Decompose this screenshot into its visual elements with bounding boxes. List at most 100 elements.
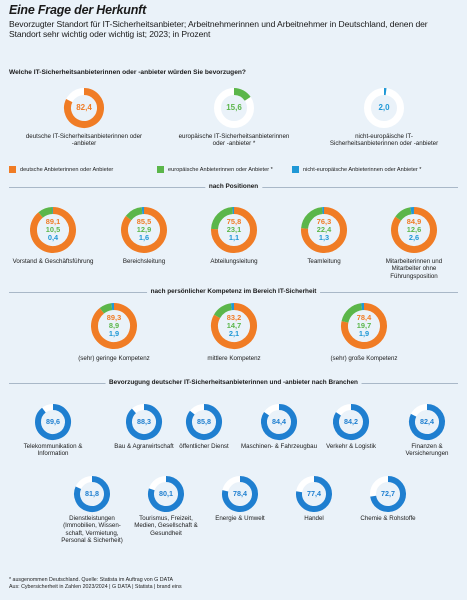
- donut-values: 82,4: [409, 404, 445, 440]
- donut-position-3: 76,3 22,4 1,3: [301, 207, 347, 253]
- donut-competence-0: 89,3 8,9 1,9: [91, 303, 137, 349]
- donut-values: 78,4: [222, 476, 258, 512]
- category-label: Tourismus, Freizeit, Medien, Gesellschaf…: [134, 515, 198, 537]
- data-label-european: 23,1: [226, 224, 242, 234]
- donut-svg-competence-0: [91, 303, 137, 349]
- donut-segment-european: [38, 207, 53, 218]
- data-label-german: 72,7: [381, 488, 395, 498]
- data-label-non-european: 2,0: [378, 102, 390, 112]
- data-label-german: 84,2: [344, 416, 358, 426]
- donut-svg-overview-non-european: [364, 87, 404, 128]
- section-divider-positions: nach Positionen: [9, 183, 458, 190]
- legend-label-non-european: nicht-europäische Anbieterinnen oder Anb…: [303, 166, 422, 173]
- competence-heading: nach persönlicher Kompetenz im Bereich I…: [146, 288, 321, 295]
- footer-source: Aus: Cybersicherheit in Zahlen 2023/2024…: [9, 584, 182, 590]
- data-label-german: 89,6: [46, 416, 60, 426]
- donut-svg-industry-0: [35, 404, 71, 440]
- donut-svg-industry-2: [186, 404, 222, 440]
- category-label: Energie & Umwelt: [215, 515, 265, 522]
- donut-segment-european: [341, 303, 363, 323]
- donut-segment-european: [99, 303, 113, 314]
- donut-overview-european: 15,6: [214, 88, 254, 128]
- data-label-german: 88,3: [137, 416, 151, 426]
- donut-values: 81,8: [74, 476, 110, 512]
- legend-swatch-european: [157, 166, 164, 173]
- donut-position-0: 89,1 10,5 0,4: [30, 207, 76, 253]
- category-label: europäische IT-Sicherheitsanbieterinnen …: [178, 133, 290, 148]
- donut-industry-10: 72,7: [370, 476, 406, 512]
- donut-overview-non-european: 2,0: [364, 87, 404, 128]
- donut-svg-competence-2: [341, 303, 387, 349]
- donut-segment-european: [213, 303, 233, 319]
- category-label: mittlere Kompetenz: [207, 355, 261, 362]
- section-divider-competence: nach persönlicher Kompetenz im Bereich I…: [9, 288, 458, 295]
- data-label-european: 12,9: [136, 224, 152, 234]
- donut-svg-industry-9: [296, 476, 332, 512]
- data-label-german: 81,8: [85, 488, 99, 498]
- data-label-non-european: 0,4: [47, 233, 59, 243]
- donut-values: 89,3 8,9 1,9: [91, 303, 137, 349]
- data-label-european: 10,5: [45, 224, 61, 234]
- donut-segment-european: [233, 88, 251, 102]
- footer-note: * ausgenommen Deutschland. Quelle: Stati…: [9, 577, 174, 583]
- donut-values: 84,4: [261, 404, 297, 440]
- donut-svg-overview-german: [64, 88, 104, 128]
- donut-industry-0: 89,6: [35, 404, 71, 440]
- data-label-german: 82,4: [76, 102, 92, 112]
- category-label: nicht-europäische IT-Sicherheitsanbieter…: [329, 133, 439, 148]
- donut-segment-european: [301, 207, 323, 229]
- category-label: Abteilungsleitung: [210, 258, 258, 265]
- donut-values: 15,6: [214, 88, 254, 128]
- category-label: Chemie & Rohstoffe: [360, 515, 416, 522]
- donut-svg-position-2: [211, 207, 257, 253]
- donut-segment-german: [341, 303, 387, 349]
- question-heading: Welche IT-Sicherheitsanbieterinnen oder …: [9, 69, 246, 76]
- donut-segment-german: [126, 404, 162, 440]
- donut-industry-8: 78,4: [222, 476, 258, 512]
- donut-position-1: 85,5 12,9 1,6: [121, 207, 167, 253]
- category-label: Telekommunikation & Information: [23, 443, 83, 458]
- donut-segment-german: [30, 207, 76, 253]
- positions-heading: nach Positionen: [204, 183, 263, 190]
- donut-segment-german: [301, 207, 347, 253]
- data-label-german: 76,3: [316, 216, 332, 226]
- category-label: Handel: [304, 515, 324, 522]
- donut-values: 2,0: [364, 88, 404, 128]
- donut-values: 72,7: [370, 476, 406, 512]
- data-label-european: 12,6: [406, 224, 422, 234]
- donut-values: 89,1 10,5 0,4: [30, 207, 76, 253]
- category-label: Vorstand & Geschäftsführung: [12, 258, 94, 265]
- data-label-european: 14,7: [226, 320, 242, 330]
- data-label-non-european: 1,9: [358, 329, 370, 339]
- donut-svg-industry-4: [333, 404, 369, 440]
- category-label: (sehr) geringe Kompetenz: [78, 355, 150, 362]
- data-label-german: 83,2: [226, 312, 242, 322]
- donut-values: 77,4: [296, 476, 332, 512]
- donut-segment-german: [261, 404, 297, 440]
- page-title: Eine Frage der Herkunft: [9, 3, 147, 17]
- donut-values: 84,9 12,6 2,6: [391, 207, 437, 253]
- donut-competence-1: 83,2 14,7 2,1: [211, 303, 257, 349]
- data-label-european: 22,4: [316, 224, 332, 234]
- data-label-non-european: 1,6: [138, 233, 150, 243]
- donut-values: 76,3 22,4 1,3: [301, 207, 347, 253]
- data-label-non-european: 2,6: [408, 233, 420, 243]
- donut-position-2: 75,8 23,1 1,1: [211, 207, 257, 253]
- donut-segment-german: [64, 88, 104, 128]
- section-divider-industries: Bevorzugung deutscher IT-Sicherheitsanbi…: [9, 379, 458, 386]
- donut-industry-9: 77,4: [296, 476, 332, 512]
- donut-industry-5: 82,4: [409, 404, 445, 440]
- donut-segment-german: [370, 476, 406, 512]
- legend-item-european: europäische Anbieterinnen oder Anbieter …: [157, 166, 273, 173]
- data-label-german: 85,5: [136, 216, 152, 226]
- donut-svg-industry-7: [148, 476, 184, 512]
- category-label: Maschinen- & Fahrzeugbau: [241, 443, 318, 450]
- donut-svg-position-4: [391, 207, 437, 253]
- data-label-german: 89,3: [106, 312, 122, 322]
- donut-industry-1: 88,3: [126, 404, 162, 440]
- donut-segment-european: [211, 207, 234, 230]
- donut-values: 83,2 14,7 2,1: [211, 303, 257, 349]
- donut-segment-german: [148, 476, 184, 512]
- category-label: Verkehr & Logistik: [326, 443, 376, 450]
